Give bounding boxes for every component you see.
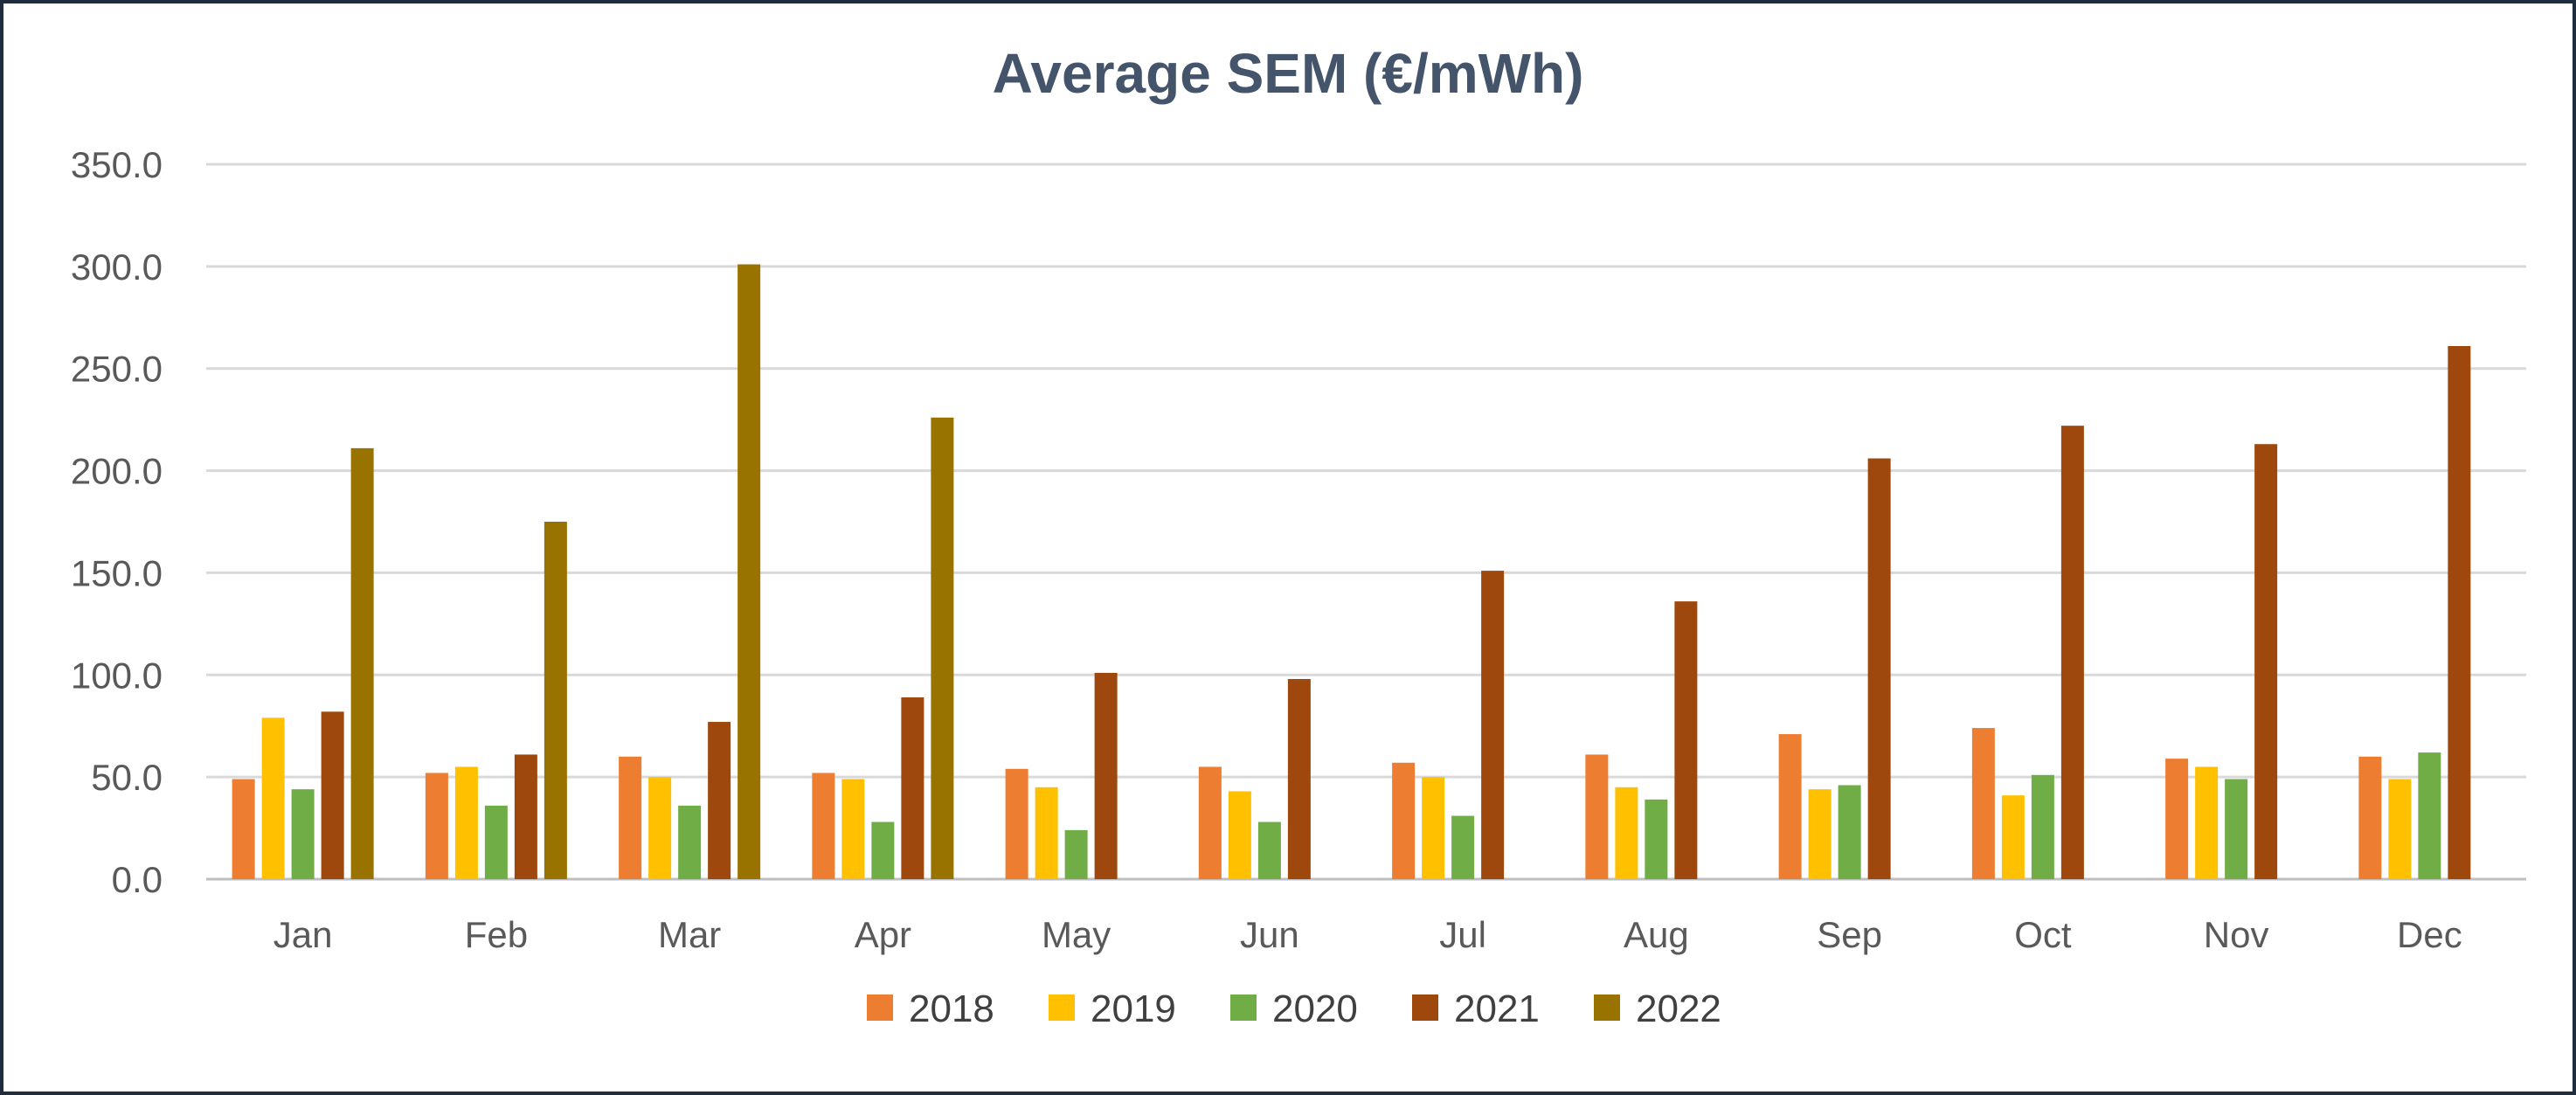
x-tick-label: Dec xyxy=(2397,914,2462,955)
x-tick-label: Sep xyxy=(1817,914,1882,955)
bar-2021-sep xyxy=(1868,459,1891,879)
legend-swatch-2020 xyxy=(1230,995,1257,1021)
chart-frame: Average SEM (€/mWh) 0.0 50.0 100.0 150.0 200… xyxy=(0,0,2576,1095)
bar-2020-apr xyxy=(871,822,894,879)
bar-2020-sep xyxy=(1839,785,1861,879)
bar-2022-apr xyxy=(931,418,953,879)
bar-2018-oct xyxy=(1972,728,1995,879)
bar-2020-may xyxy=(1065,830,1088,879)
y-tick-label: 50.0 xyxy=(91,757,163,798)
bar-2019-may xyxy=(1035,787,1058,879)
legend-label-2021: 2021 xyxy=(1454,988,1540,1030)
x-tick-label: Apr xyxy=(855,914,911,955)
y-tick-label: 350.0 xyxy=(71,144,163,185)
bar-2020-jun xyxy=(1258,822,1281,879)
bar-2019-oct xyxy=(2002,795,2025,879)
bar-2018-jun xyxy=(1199,766,1222,879)
bar-2018-sep xyxy=(1779,734,1802,879)
bar-2018-jan xyxy=(232,779,255,879)
legend-swatch-2019 xyxy=(1049,995,1075,1021)
bar-2018-mar xyxy=(619,757,641,879)
bar-2022-mar xyxy=(737,265,760,879)
x-tick-label: Jan xyxy=(274,914,333,955)
bar-2020-dec xyxy=(2418,752,2441,879)
legend: 2018 2019 2020 2021 2022 xyxy=(867,988,1721,1030)
bar-2021-jul xyxy=(1481,571,1504,879)
bar-2019-dec xyxy=(2388,779,2411,879)
y-tick-label: 300.0 xyxy=(71,246,163,288)
bar-2021-feb xyxy=(515,754,537,879)
legend-swatch-2022 xyxy=(1594,995,1620,1021)
bar-2021-aug xyxy=(1674,601,1697,879)
y-tick-label: 100.0 xyxy=(71,655,163,696)
bar-2018-aug xyxy=(1585,754,1608,879)
bar-2021-apr xyxy=(901,697,924,879)
bar-2018-apr xyxy=(812,773,834,879)
bar-2021-jun xyxy=(1288,679,1311,879)
bar-2019-feb xyxy=(455,766,478,879)
bar-2020-aug xyxy=(1645,800,1667,879)
y-tick-label: 0.0 xyxy=(112,859,163,900)
bar-2020-nov xyxy=(2225,779,2247,879)
legend-label-2022: 2022 xyxy=(1636,988,1721,1030)
bar-2020-oct xyxy=(2032,775,2054,879)
bar-chart: Average SEM (€/mWh) 0.0 50.0 100.0 150.0 200… xyxy=(3,3,2573,1092)
bar-2020-jan xyxy=(292,789,315,879)
legend-label-2020: 2020 xyxy=(1272,988,1358,1030)
bar-2020-mar xyxy=(678,806,701,879)
bar-2019-jan xyxy=(262,717,285,879)
y-tick-label: 250.0 xyxy=(71,349,163,390)
legend-swatch-2021 xyxy=(1412,995,1438,1021)
x-tick-label: Mar xyxy=(658,914,721,955)
y-tick-label: 200.0 xyxy=(71,451,163,492)
x-tick-label: Nov xyxy=(2204,914,2269,955)
bar-2019-apr xyxy=(841,779,864,879)
x-tick-label: Jun xyxy=(1240,914,1299,955)
bar-2019-mar xyxy=(648,777,671,879)
x-axis-ticks: Jan Feb Mar Apr May Jun Jul Aug Sep Oct Nov Dec xyxy=(274,914,2462,955)
bar-2021-dec xyxy=(2448,346,2470,879)
bar-2021-mar xyxy=(708,722,731,879)
bar-2018-dec xyxy=(2358,757,2381,879)
bar-2021-jan xyxy=(322,711,344,879)
bar-2019-nov xyxy=(2195,766,2218,879)
x-tick-label: Feb xyxy=(465,914,528,955)
x-tick-label: May xyxy=(1042,914,1111,955)
bar-2021-may xyxy=(1095,673,1118,879)
bar-2018-may xyxy=(1006,769,1028,879)
bar-2019-jun xyxy=(1229,792,1251,879)
x-tick-label: Jul xyxy=(1439,914,1486,955)
legend-swatch-2018 xyxy=(867,995,893,1021)
y-tick-label: 150.0 xyxy=(71,552,163,593)
bar-2021-nov xyxy=(2254,444,2277,879)
legend-label-2019: 2019 xyxy=(1091,988,1176,1030)
x-tick-label: Aug xyxy=(1624,914,1689,955)
bar-2019-sep xyxy=(1809,789,1832,879)
legend-label-2018: 2018 xyxy=(909,988,994,1030)
bar-2018-feb xyxy=(426,773,448,879)
bar-2018-nov xyxy=(2165,759,2188,879)
bar-2020-feb xyxy=(485,806,508,879)
bar-2019-jul xyxy=(1422,777,1444,879)
bar-2020-jul xyxy=(1451,816,1474,879)
bar-2018-jul xyxy=(1392,763,1415,879)
bar-2019-aug xyxy=(1615,787,1638,879)
y-axis-ticks: 0.0 50.0 100.0 150.0 200.0 250.0 300.0 350.0 xyxy=(71,144,163,900)
x-tick-label: Oct xyxy=(2014,914,2072,955)
chart-title: Average SEM (€/mWh) xyxy=(993,42,1584,105)
bar-2022-feb xyxy=(544,522,567,879)
bar-2022-jan xyxy=(351,448,374,879)
bar-2021-oct xyxy=(2061,426,2084,879)
